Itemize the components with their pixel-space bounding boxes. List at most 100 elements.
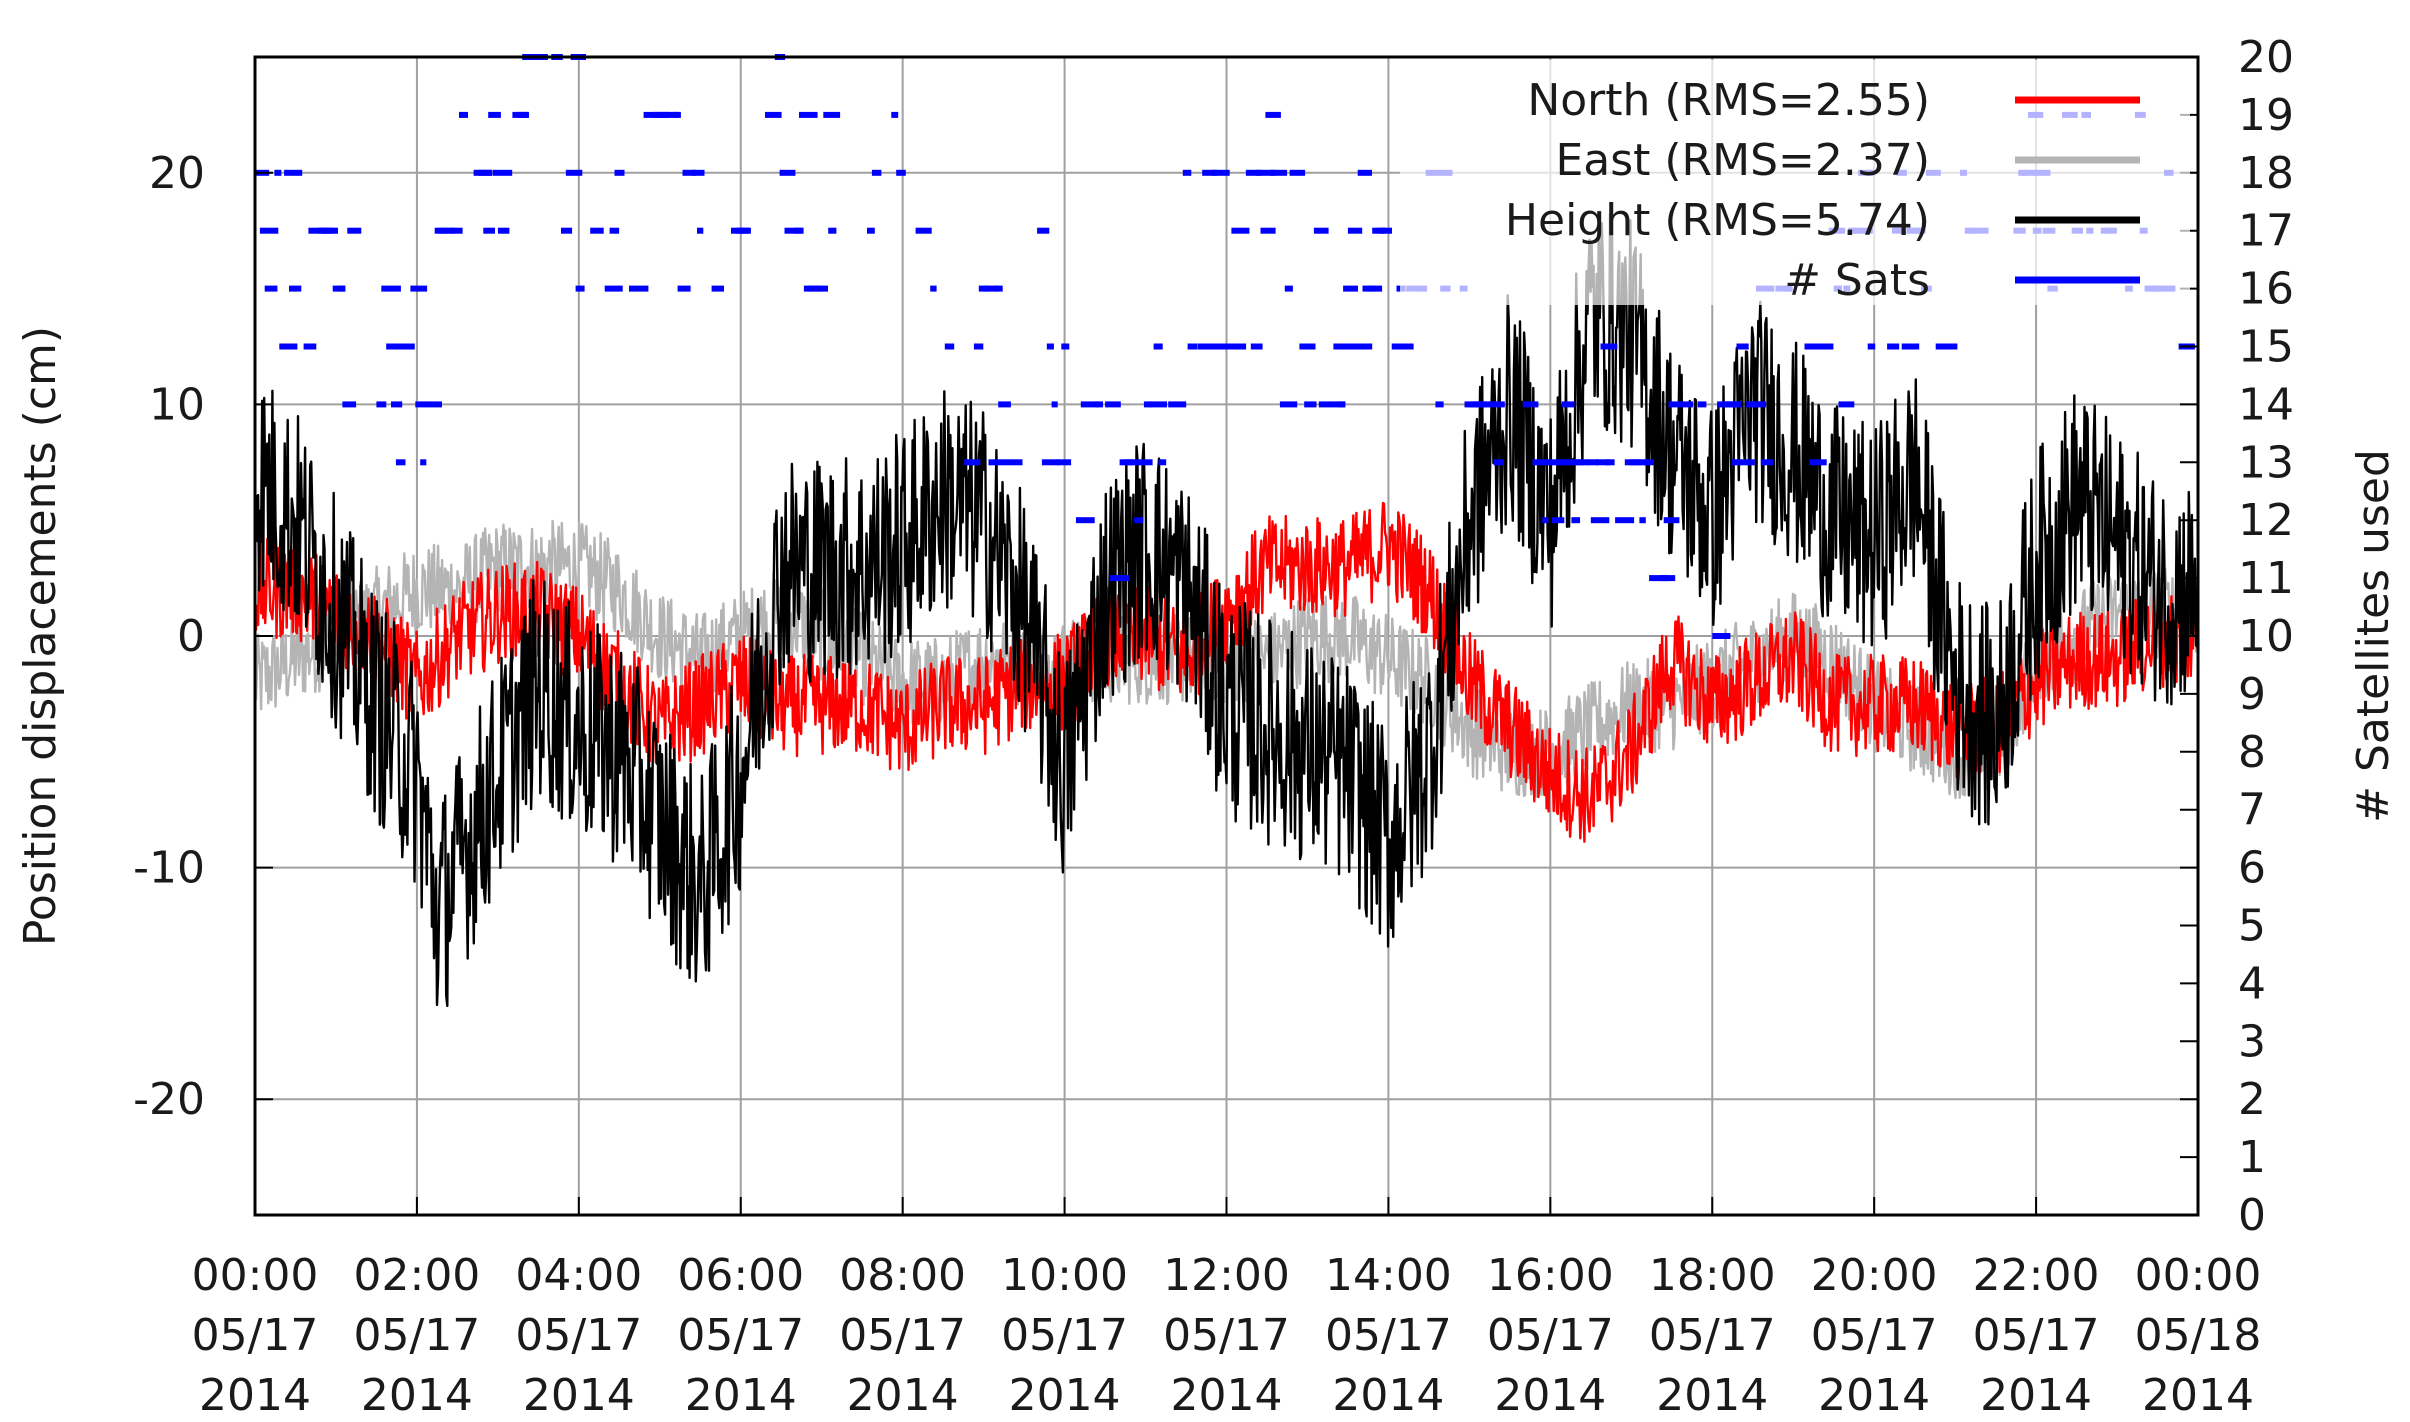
sats-point: [517, 111, 528, 118]
sats-point: [449, 227, 463, 234]
sats-point: [1488, 401, 1505, 408]
sats-point: [575, 285, 585, 292]
right-tick-label: 8: [2238, 727, 2266, 778]
sats-point: [1658, 575, 1676, 582]
sats-point: [1493, 459, 1504, 466]
sats-point: [1542, 517, 1549, 524]
right-tick-label: 14: [2238, 379, 2294, 430]
sats-point: [1731, 459, 1743, 466]
x-tick-date: 05/17: [192, 1310, 319, 1361]
sats-point: [1697, 401, 1707, 408]
right-tick-label: 6: [2238, 843, 2266, 894]
sats-point: [1139, 459, 1153, 466]
sats-point: [488, 111, 501, 118]
sats-point: [643, 111, 659, 118]
right-tick-label: 16: [2238, 264, 2294, 315]
sats-point: [1712, 633, 1731, 639]
sats-point: [483, 227, 495, 234]
right-tick-label: 2: [2238, 1074, 2266, 1125]
sats-point: [415, 401, 431, 408]
sats-point: [439, 227, 455, 234]
sats-point: [867, 227, 875, 234]
sats-point: [1265, 111, 1281, 118]
sats-point: [983, 285, 991, 292]
sats-point: [497, 227, 510, 234]
x-tick-date: 05/17: [839, 1310, 966, 1361]
sats-point: [784, 227, 804, 234]
sats-point: [1187, 343, 1198, 350]
sats-point: [1080, 401, 1099, 408]
sats-point: [677, 285, 691, 292]
x-tick-date: 05/17: [1973, 1310, 2100, 1361]
x-tick-date: 05/17: [354, 1310, 481, 1361]
sats-point: [1299, 343, 1316, 350]
x-tick-time: 02:00: [354, 1250, 481, 1301]
x-tick-date: 05/18: [2135, 1310, 2262, 1361]
x-tick-time: 16:00: [1487, 1250, 1614, 1301]
right-tick-label: 12: [2238, 495, 2294, 546]
sats-point: [395, 459, 406, 466]
sats-point: [1576, 459, 1589, 466]
x-tick-time: 18:00: [1649, 1250, 1776, 1301]
sats-point: [930, 285, 937, 292]
sats-point: [998, 401, 1011, 408]
legend-label: East (RMS=2.37): [1555, 135, 1930, 186]
sats-point: [1338, 401, 1346, 408]
sats-point: [1143, 401, 1152, 408]
right-tick-label: 7: [2238, 785, 2266, 836]
left-tick-label: 20: [149, 148, 205, 199]
sats-point: [1726, 401, 1741, 408]
x-tick-date: 05/17: [1001, 1310, 1128, 1361]
sats-point: [1940, 343, 1958, 350]
sats-point: [604, 285, 623, 292]
sats-point: [658, 111, 679, 118]
sats-point: [794, 227, 802, 234]
right-tick-label: 19: [2238, 90, 2294, 141]
sats-point: [405, 343, 415, 350]
x-tick-date: 05/17: [1487, 1310, 1614, 1361]
sats-point: [1571, 517, 1581, 524]
sats-point: [1367, 285, 1376, 292]
x-tick-year: 2014: [1332, 1370, 1444, 1421]
x-tick-year: 2014: [847, 1370, 959, 1421]
sats-point: [1804, 343, 1821, 350]
sats-point: [308, 227, 327, 234]
sats-point: [478, 169, 493, 176]
sats-point: [1600, 343, 1618, 350]
sats-point: [1037, 227, 1050, 234]
sats-point: [993, 285, 1003, 292]
sats-point: [264, 285, 278, 292]
sats-point: [828, 227, 837, 234]
sats-point: [1760, 459, 1774, 466]
sats-point: [1814, 343, 1829, 350]
sats-point: [1007, 459, 1023, 466]
sats-point: [1590, 517, 1610, 524]
right-tick-label: 17: [2238, 206, 2294, 257]
left-axis-ticks: -20 -10 0 10 20: [133, 148, 273, 1125]
left-tick-label: -10: [133, 843, 205, 894]
sats-point: [1357, 169, 1372, 176]
sats-point: [1109, 575, 1129, 582]
right-tick-label: 5: [2238, 901, 2266, 952]
sats-point: [347, 227, 362, 234]
x-tick-date: 05/17: [677, 1310, 804, 1361]
sats-point: [1148, 401, 1167, 408]
x-tick-time: 14:00: [1325, 1250, 1452, 1301]
x-tick-year: 2014: [1171, 1370, 1283, 1421]
sats-point: [1304, 401, 1317, 408]
sats-point: [629, 285, 649, 292]
x-axis-ticks: 00:00 05/17 2014 02:00 05/17 2014 04:00 05/17 20…: [192, 1197, 2262, 1421]
sats-point: [1867, 343, 1876, 350]
sats-point: [609, 227, 620, 234]
sats-point: [682, 169, 696, 176]
sats-point: [988, 459, 1009, 466]
sats-point: [1041, 459, 1060, 466]
x-tick-time: 20:00: [1811, 1250, 1938, 1301]
right-tick-label: 9: [2238, 669, 2266, 720]
sats-point: [279, 343, 298, 350]
sats-point: [740, 227, 751, 234]
left-tick-label: 0: [177, 611, 205, 662]
sats-point: [337, 285, 346, 292]
sats-point: [973, 343, 984, 350]
sats-point: [1644, 459, 1654, 466]
